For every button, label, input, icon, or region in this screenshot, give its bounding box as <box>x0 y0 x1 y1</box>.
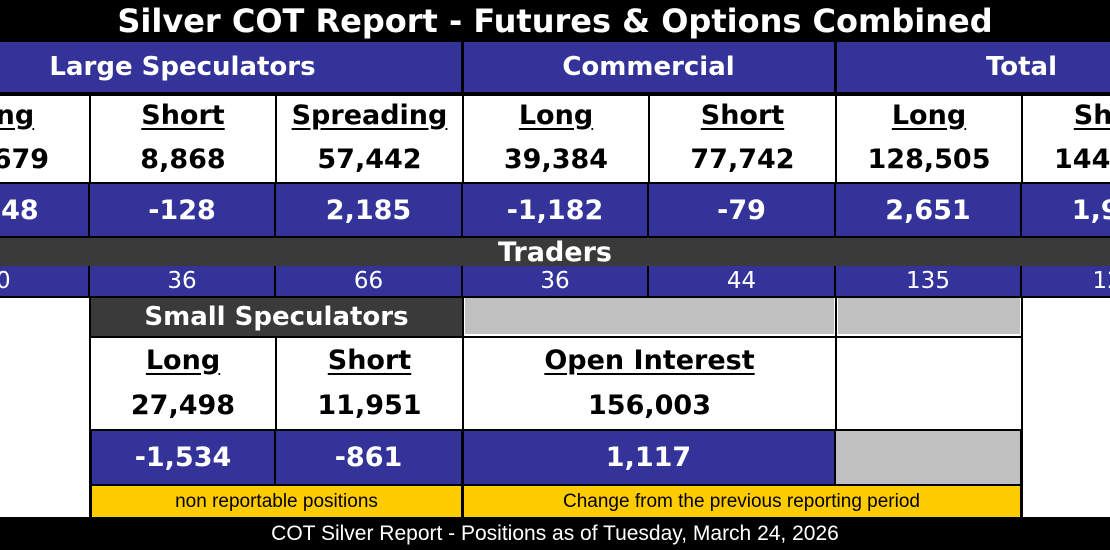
traders-label: Traders <box>0 238 1110 266</box>
open-interest-value: 156,003 <box>463 382 836 428</box>
value-large-spec-short: 8,868 <box>90 136 276 182</box>
value-commercial-short: 77,742 <box>649 136 836 182</box>
change-total-long: 2,651 <box>836 182 1022 238</box>
small-spec-long-header: Long <box>90 338 276 382</box>
traders-large-spec-long: 90 <box>0 266 90 296</box>
grid-line <box>275 336 277 430</box>
small-spec-short-value: 11,951 <box>276 382 463 428</box>
small-spec-short-change: -861 <box>276 430 463 486</box>
small-spec-long-value: 27,498 <box>90 382 276 428</box>
open-interest-header: Open Interest <box>463 338 836 382</box>
col-header-commercial-short: Short <box>649 94 836 136</box>
gray-filler-cell <box>836 430 1022 486</box>
value-large-spec-long: 91,679 <box>0 136 90 182</box>
small-speculators-title: Small Speculators <box>90 298 463 336</box>
col-header-commercial-long: Long <box>463 94 649 136</box>
col-header-total-short: Short <box>1022 94 1110 136</box>
col-header-large-spec-long: Long <box>0 94 90 136</box>
grid-line <box>0 94 1110 96</box>
grid-line <box>835 42 837 182</box>
group-total: Total <box>836 42 1110 94</box>
small-spec-short-header: Short <box>276 338 463 382</box>
value-total-long: 128,505 <box>836 136 1022 182</box>
gray-filler-cell <box>838 298 1020 334</box>
value-commercial-long: 39,384 <box>463 136 649 182</box>
value-large-spec-spreading: 57,442 <box>276 136 463 182</box>
traders-total-short: 125 <box>1022 266 1110 296</box>
traders-commercial-short: 44 <box>649 266 836 296</box>
small-spec-long-change: -1,534 <box>90 430 276 486</box>
grid-line <box>1021 296 1023 517</box>
traders-commercial-long: 36 <box>463 266 649 296</box>
traders-large-spec-spreading: 66 <box>276 266 463 296</box>
traders-total-long: 135 <box>836 266 1022 296</box>
change-large-spec-long: 4,048 <box>0 182 90 238</box>
change-period-note: Change from the previous reporting perio… <box>463 486 1022 517</box>
grid-line <box>1021 94 1023 182</box>
col-header-large-spec-short: Short <box>90 94 276 136</box>
change-commercial-long: -1,182 <box>463 182 649 238</box>
change-large-spec-short: -128 <box>90 182 276 238</box>
change-large-spec-spreading: 2,185 <box>276 182 463 238</box>
grid-line <box>89 429 1023 431</box>
group-large-speculators: Large Speculators <box>0 42 463 94</box>
value-total-short: 144,052 <box>1022 136 1110 182</box>
grid-line <box>835 296 837 430</box>
grid-line <box>89 94 91 182</box>
change-total-short: 1,978 <box>1022 182 1110 238</box>
group-commercial: Commercial <box>463 42 836 94</box>
grid-line <box>0 296 1110 298</box>
grid-line <box>89 296 91 517</box>
col-header-large-spec-spreading: Spreading <box>276 94 463 136</box>
col-header-total-long: Long <box>836 94 1022 136</box>
report-footer: COT Silver Report - Positions as of Tues… <box>0 517 1110 550</box>
grid-line <box>462 296 464 517</box>
traders-large-spec-short: 36 <box>90 266 276 296</box>
non-reportable-note: non reportable positions <box>90 486 463 517</box>
grid-line <box>648 94 650 182</box>
open-interest-change: 1,117 <box>463 430 836 486</box>
grid-line <box>89 336 1023 338</box>
gray-filler-cell <box>465 298 834 334</box>
report-title: Silver COT Report - Futures & Options Co… <box>0 0 1110 42</box>
change-commercial-short: -79 <box>649 182 836 238</box>
grid-line <box>275 94 277 182</box>
grid-line <box>462 42 464 182</box>
